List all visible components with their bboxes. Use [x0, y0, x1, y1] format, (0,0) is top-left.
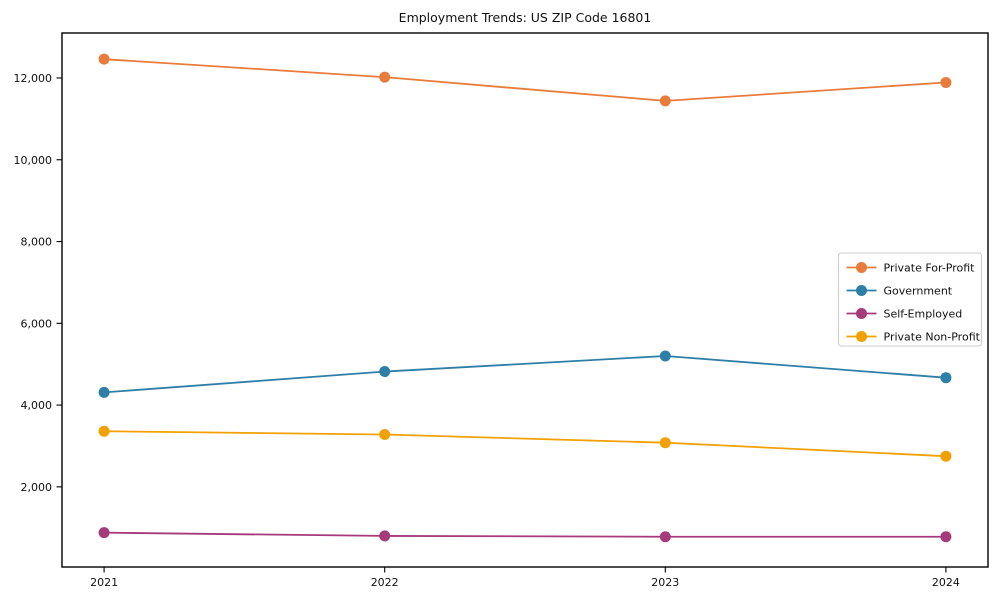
data-point — [98, 386, 110, 398]
series-line — [103, 58, 947, 102]
legend-marker-dot — [856, 331, 867, 342]
data-point — [659, 437, 671, 449]
x-tick-label: 2023 — [651, 576, 679, 589]
legend-item: Government — [846, 285, 953, 298]
legend-box — [838, 252, 982, 347]
legend-label: Private For-Profit — [884, 262, 976, 275]
data-point — [659, 95, 671, 107]
x-axis: 2021 2022 2023 2024 — [90, 567, 960, 589]
y-tick-label: 4,000 — [21, 399, 53, 412]
data-point — [659, 531, 671, 543]
y-tick-label: 6,000 — [21, 317, 53, 330]
data-point — [940, 450, 952, 462]
data-point — [659, 350, 671, 362]
y-axis: 2,000 4,000 6,000 8,000 10,000 12,000 — [14, 72, 62, 494]
legend-item: Private For-Profit — [846, 262, 976, 275]
legend-label: Private Non-Profit — [884, 331, 981, 344]
data-point — [940, 372, 952, 384]
plot-frame — [61, 32, 989, 568]
series-line — [103, 355, 947, 394]
legend-item: Private Non-Profit — [846, 331, 981, 344]
legend-label: Self-Employed — [884, 308, 963, 321]
series-government — [98, 350, 952, 398]
x-tick-label: 2024 — [932, 576, 960, 589]
data-point — [98, 527, 110, 539]
data-point — [379, 530, 391, 542]
y-tick-label: 10,000 — [14, 154, 53, 167]
y-tick-label: 12,000 — [14, 72, 53, 85]
data-point — [98, 425, 110, 437]
x-tick-label: 2021 — [90, 576, 118, 589]
series-private-non-profit — [98, 425, 952, 462]
data-point — [98, 53, 110, 65]
y-tick-label: 8,000 — [21, 236, 53, 249]
data-point — [379, 71, 391, 83]
legend-marker-dot — [856, 285, 867, 296]
legend-marker-dot — [856, 308, 867, 319]
data-point — [940, 76, 952, 88]
x-tick-label: 2022 — [371, 576, 399, 589]
legend-marker-dot — [856, 262, 867, 273]
chart-title: Employment Trends: US ZIP Code 16801 — [398, 10, 652, 25]
legend-item: Self-Employed — [846, 308, 963, 321]
y-tick-label: 2,000 — [21, 481, 53, 494]
data-point — [940, 531, 952, 543]
series-self-employed — [98, 527, 952, 543]
data-point — [379, 429, 391, 441]
series-private-for-profit — [98, 53, 952, 107]
legend: Private For-Profit Government Self-Employe… — [838, 252, 982, 347]
legend-label: Government — [884, 285, 953, 298]
data-point — [379, 366, 391, 378]
series-line — [103, 430, 947, 458]
series-line — [103, 531, 947, 538]
